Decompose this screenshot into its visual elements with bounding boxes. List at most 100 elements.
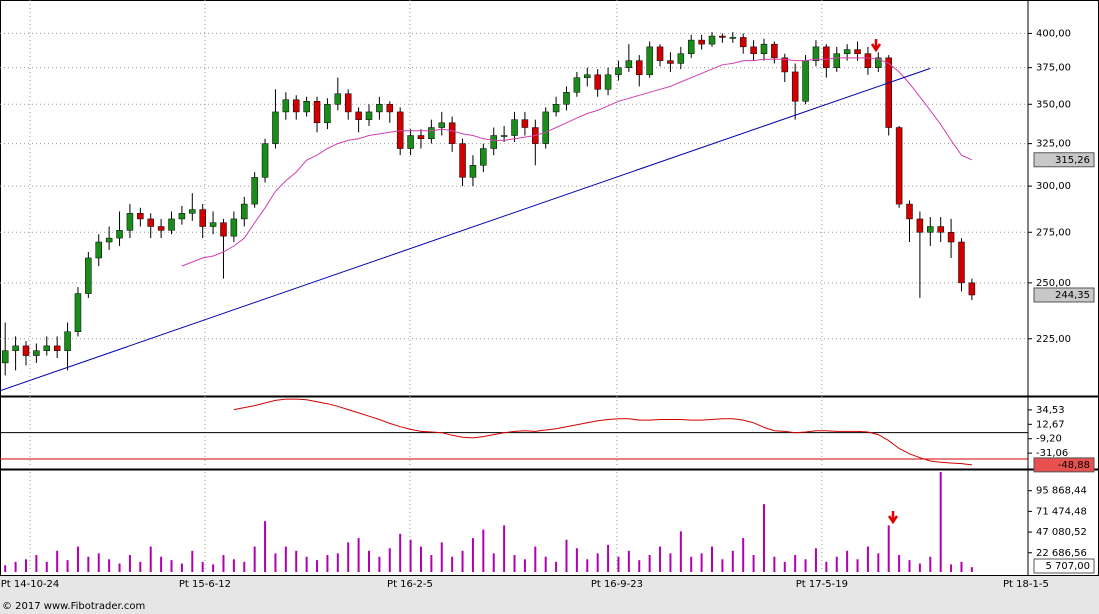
candle-body — [885, 57, 892, 128]
candle-body — [469, 165, 477, 178]
candle-body — [895, 127, 903, 205]
candle-body — [407, 135, 414, 149]
volume-bar — [534, 546, 537, 572]
volume-bar — [274, 553, 277, 572]
candle-body — [604, 74, 612, 90]
volume-bar — [669, 553, 672, 572]
volume-bar — [316, 560, 319, 572]
volume-bar — [773, 556, 776, 572]
candle-body — [854, 49, 861, 54]
volume-bar — [76, 546, 79, 572]
volume-bar — [295, 550, 298, 572]
candle-body — [812, 46, 820, 61]
volume-bar — [128, 555, 131, 572]
candle-body — [448, 122, 456, 144]
candle-body — [334, 93, 342, 105]
volume-bar — [367, 550, 370, 572]
candle-body — [220, 222, 227, 237]
candle-body — [958, 241, 965, 284]
y-tick-label: 350,00 — [1036, 99, 1071, 110]
volume-bar — [97, 553, 100, 572]
volume-bar — [326, 555, 329, 572]
volume-bar — [503, 525, 506, 572]
volume-bar — [908, 560, 911, 572]
candle-body — [781, 57, 789, 73]
candle-body — [771, 43, 778, 59]
price-tag-label: -48,88 — [1058, 460, 1090, 471]
price-tag — [1033, 152, 1095, 168]
volume-bar — [482, 529, 485, 572]
volume-bar — [451, 556, 454, 572]
candle-body — [189, 209, 196, 214]
volume-bar — [264, 521, 267, 572]
candle-body — [313, 101, 321, 124]
candle-body — [459, 143, 466, 178]
candle-body — [719, 35, 726, 38]
volume-bar — [586, 559, 589, 572]
moving-average — [181, 57, 973, 267]
price-tag-label: 315,26 — [1055, 155, 1090, 166]
volume-bar — [783, 561, 786, 572]
candle-body — [137, 213, 144, 220]
volume-bar — [648, 555, 651, 572]
volume-bar — [170, 560, 173, 572]
candle-body — [677, 53, 685, 64]
candle-body — [875, 57, 882, 68]
price-tag — [1033, 287, 1095, 303]
x-tick-label: Pt 16-9-23 — [591, 579, 643, 590]
candle-body — [636, 60, 643, 76]
volume-bar — [378, 556, 381, 572]
volume-bar — [149, 546, 152, 572]
volume-bar — [461, 550, 464, 572]
volume-bar — [659, 546, 662, 572]
candle-body — [573, 77, 581, 93]
candle-body — [241, 203, 248, 220]
y-tick-label: -9,20 — [1036, 434, 1062, 445]
volume-bar — [108, 559, 111, 572]
volume-bar — [721, 559, 724, 572]
candle-body — [64, 331, 71, 351]
candle-body — [802, 60, 809, 102]
signal-arrow — [870, 39, 882, 53]
volume-bar — [565, 539, 568, 572]
volume-bar — [357, 538, 360, 572]
candle-body — [823, 46, 830, 68]
candle-body — [85, 257, 92, 294]
y-tick-label: 225,00 — [1036, 334, 1071, 345]
volume-bar — [700, 553, 703, 572]
volume-bar — [492, 553, 495, 572]
candle-body — [116, 230, 123, 239]
volume-bar — [970, 567, 973, 572]
volume-bar — [523, 559, 526, 572]
volume-bar — [409, 539, 412, 572]
candle-body — [750, 46, 757, 54]
candle-body — [376, 104, 383, 113]
y-tick-label: 300,00 — [1036, 181, 1071, 192]
volume-bar — [56, 550, 59, 572]
volume-bar — [253, 546, 256, 572]
candle-body — [511, 119, 518, 136]
candle-body — [261, 143, 269, 178]
volume-bar — [960, 561, 963, 572]
price-tag — [1033, 558, 1095, 574]
volume-bar — [596, 553, 599, 572]
candle-body — [760, 43, 768, 54]
volume-bar — [877, 553, 880, 572]
candle-body — [53, 345, 61, 351]
candle-body — [594, 74, 601, 90]
candle-body — [833, 53, 840, 68]
candle-body — [344, 93, 352, 113]
volume-bar — [201, 561, 204, 572]
volume-bar — [690, 556, 693, 572]
candle-body — [272, 111, 279, 144]
volume-bar — [118, 563, 121, 572]
volume-bar — [180, 563, 183, 572]
volume-bar — [544, 556, 547, 572]
y-tick-label: 375,00 — [1036, 63, 1071, 74]
volume-bar — [856, 559, 859, 572]
volume-bar — [419, 546, 422, 572]
x-tick-label: Pt 15-6-12 — [179, 579, 231, 590]
y-tick-label: 47 080,52 — [1036, 527, 1087, 538]
volume-bar — [388, 548, 391, 572]
